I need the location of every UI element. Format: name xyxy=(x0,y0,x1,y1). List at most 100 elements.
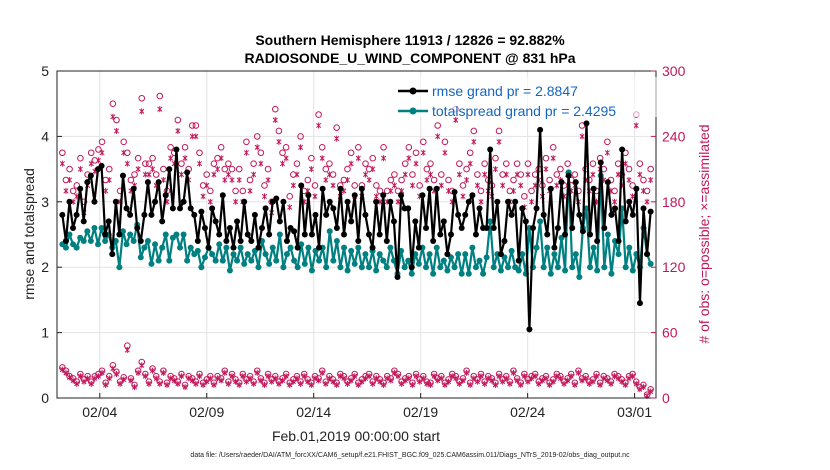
totalspread-point xyxy=(280,264,287,271)
obs-assimilated-point xyxy=(312,375,318,382)
totalspread-point xyxy=(244,251,251,258)
rmse-point xyxy=(387,198,394,205)
rmse-point xyxy=(640,205,647,212)
obs-assimilated-point xyxy=(406,155,412,162)
obs-possible-point xyxy=(149,154,156,162)
obs-possible-point xyxy=(477,187,485,195)
obs-possible-point xyxy=(228,165,236,173)
obs-possible-point xyxy=(138,94,146,102)
obs-assimilated-point xyxy=(362,375,369,382)
rmse-point xyxy=(144,179,151,186)
totalspread-point xyxy=(415,260,422,267)
obs-assimilated-point xyxy=(409,381,415,388)
obs-assimilated-point xyxy=(182,155,188,162)
rmse-point xyxy=(469,192,476,199)
rmse-point xyxy=(191,211,198,218)
totalspread-point xyxy=(337,264,344,271)
totalspread-point xyxy=(123,241,130,248)
rmse-point xyxy=(177,205,184,212)
totalspread-series xyxy=(59,169,654,281)
obs-possible-point xyxy=(225,160,232,167)
totalspread-line xyxy=(61,171,652,279)
rmse-point xyxy=(601,224,608,231)
totalspread-point xyxy=(294,264,301,271)
obs-assimilated-point xyxy=(586,380,592,387)
rmse-point xyxy=(169,205,176,212)
obs-possible-point xyxy=(344,165,351,173)
rmse-point xyxy=(465,198,472,205)
obs-possible-point xyxy=(459,182,467,189)
obs-assimilated-point xyxy=(182,384,188,391)
rmse-point xyxy=(405,205,412,212)
rmse-point xyxy=(358,185,365,192)
rmse-point xyxy=(312,211,319,218)
obs-possible-point xyxy=(311,182,319,189)
totalspread-point xyxy=(216,241,223,248)
rmse-point xyxy=(305,192,312,199)
rmse-line xyxy=(61,122,652,331)
obs-assimilated-point xyxy=(388,187,394,194)
obs-possible-point xyxy=(264,165,272,173)
rmse-point xyxy=(373,198,380,205)
obs-possible-point xyxy=(253,133,261,140)
obs-possible-point xyxy=(235,165,243,173)
rmse-point xyxy=(447,231,454,238)
rmse-point xyxy=(209,205,216,212)
x-tick-label: 02/09 xyxy=(189,404,224,420)
obs-assimilated-point xyxy=(514,171,520,178)
obs-assimilated-point xyxy=(164,381,170,388)
obs-possible-point xyxy=(87,149,95,157)
obs-assimilated-point xyxy=(438,375,444,382)
totalspread-point xyxy=(73,244,80,251)
obs-assimilated-point xyxy=(294,375,300,382)
obs-assimilated-point xyxy=(316,122,322,129)
totalspread-point xyxy=(219,257,226,264)
y-tick-label: 0 xyxy=(41,390,49,406)
rmse-point xyxy=(597,159,604,166)
rmse-point xyxy=(383,238,390,245)
y-right-tick-label: 60 xyxy=(662,325,678,341)
obs-possible-point xyxy=(131,171,138,178)
totalspread-point xyxy=(166,257,173,264)
obs-assimilated-point xyxy=(633,380,639,387)
obs-assimilated-point xyxy=(272,117,278,124)
totalspread-point xyxy=(333,238,340,245)
obs-assimilated-point xyxy=(153,375,159,382)
obs-assimilated-point xyxy=(445,378,452,385)
obs-assimilated-point xyxy=(196,160,203,167)
rmse-point xyxy=(308,231,315,238)
totalspread-point xyxy=(437,264,444,271)
rmse-point xyxy=(508,211,515,218)
obs-possible-point xyxy=(196,149,203,157)
rmse-point xyxy=(526,326,533,333)
obs-possible-point xyxy=(383,187,391,195)
obs-assimilated-point xyxy=(601,375,607,382)
totalspread-point xyxy=(508,247,515,254)
obs-assimilated-point xyxy=(121,376,127,383)
obs-possible-point xyxy=(380,144,387,151)
obs-possible-point xyxy=(445,176,452,184)
rmse-point xyxy=(540,211,547,218)
rmse-point xyxy=(348,218,355,225)
obs-assimilated-point xyxy=(500,182,506,189)
obs-assimilated-point xyxy=(373,193,379,200)
totalspread-point xyxy=(255,264,262,271)
obs-possible-point xyxy=(499,171,506,178)
obs-assimilated-point xyxy=(113,127,120,134)
rmse-point xyxy=(212,218,219,225)
totalspread-point xyxy=(455,251,462,258)
rmse-point xyxy=(105,218,112,225)
totalspread-point xyxy=(426,251,433,258)
obs-assimilated-point xyxy=(525,171,531,178)
obs-possible-point xyxy=(401,160,409,167)
rmse-point xyxy=(576,211,583,218)
obs-assimilated-point xyxy=(298,144,304,151)
rmse-point xyxy=(141,211,148,218)
obs-possible-point xyxy=(167,144,174,151)
obs-assimilated-point xyxy=(334,381,340,388)
totalspread-point xyxy=(469,244,476,251)
obs-assimilated-point xyxy=(251,171,257,178)
obs-possible-point xyxy=(192,122,200,129)
rmse-point xyxy=(572,179,579,186)
rmse-point xyxy=(319,185,326,192)
